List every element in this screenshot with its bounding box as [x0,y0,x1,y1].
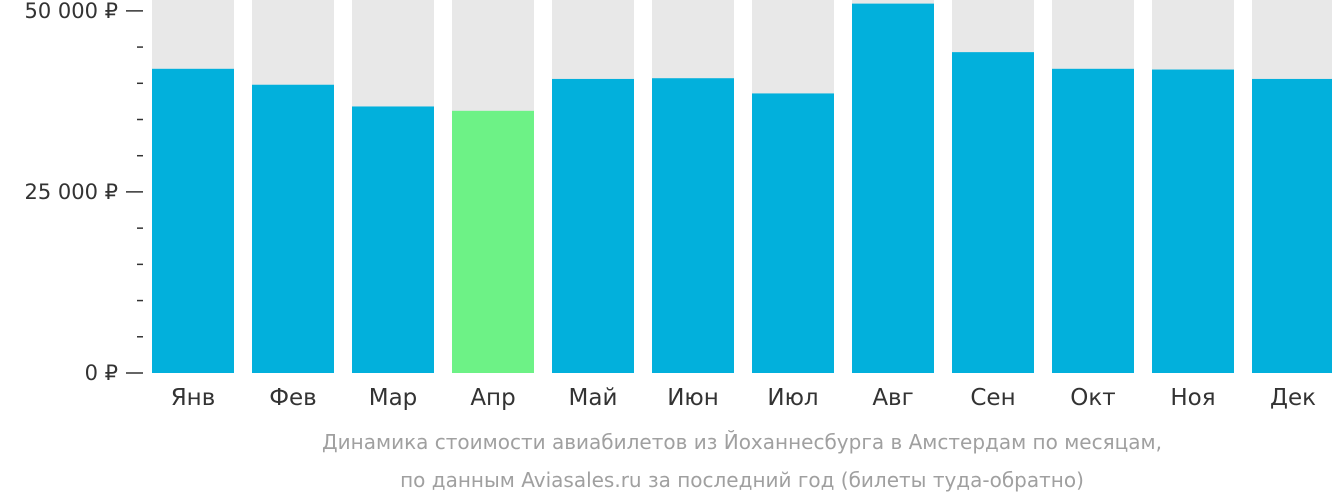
x-axis-labels: Янв Фев Мар Апр Май Июн Июл Авг Сен Окт Ноя Дек [171,385,1316,411]
x-tick-label: Окт [1070,385,1115,411]
bar-1[interactable] [252,84,334,373]
bar-6[interactable] [752,93,834,374]
bar-10[interactable] [1152,69,1234,374]
y-tick-label: 50 000 ₽ [24,0,118,23]
x-tick-label: Июн [667,385,719,411]
bar-2[interactable] [352,106,434,374]
x-tick-label: Апр [470,385,515,411]
bar-0[interactable] [152,68,234,374]
x-tick-label: Июл [767,385,818,411]
chart-caption-line-1: Динамика стоимости авиабилетов из Йоханн… [322,430,1162,454]
x-tick-label: Мар [369,385,418,411]
bar-11[interactable] [1252,78,1332,374]
price-chart: 0 ₽ 25 000 ₽ 50 000 ₽ Янв Фев Мар Апр Май Июн Ию… [24,0,1332,411]
bar-4[interactable] [552,78,634,374]
y-tick-label: 0 ₽ [85,361,118,385]
x-tick-label: Ноя [1170,385,1215,411]
bar-5[interactable] [652,78,734,373]
bar-7[interactable] [852,3,934,373]
y-axis: 0 ₽ 25 000 ₽ 50 000 ₽ [24,0,143,385]
x-tick-label: Авг [872,385,913,411]
chart-caption-line-2: по данным Aviasales.ru за последний год … [400,468,1084,492]
y-tick-label: 25 000 ₽ [24,180,118,204]
x-tick-label: Янв [171,385,216,411]
x-tick-label: Май [569,385,618,411]
bar-9[interactable] [1052,68,1134,374]
data-bars [152,3,1332,374]
x-tick-label: Сен [970,385,1015,411]
x-tick-label: Дек [1270,385,1316,411]
x-tick-label: Фев [269,385,317,411]
bar-8[interactable] [952,52,1034,373]
bar-3[interactable] [452,110,534,373]
